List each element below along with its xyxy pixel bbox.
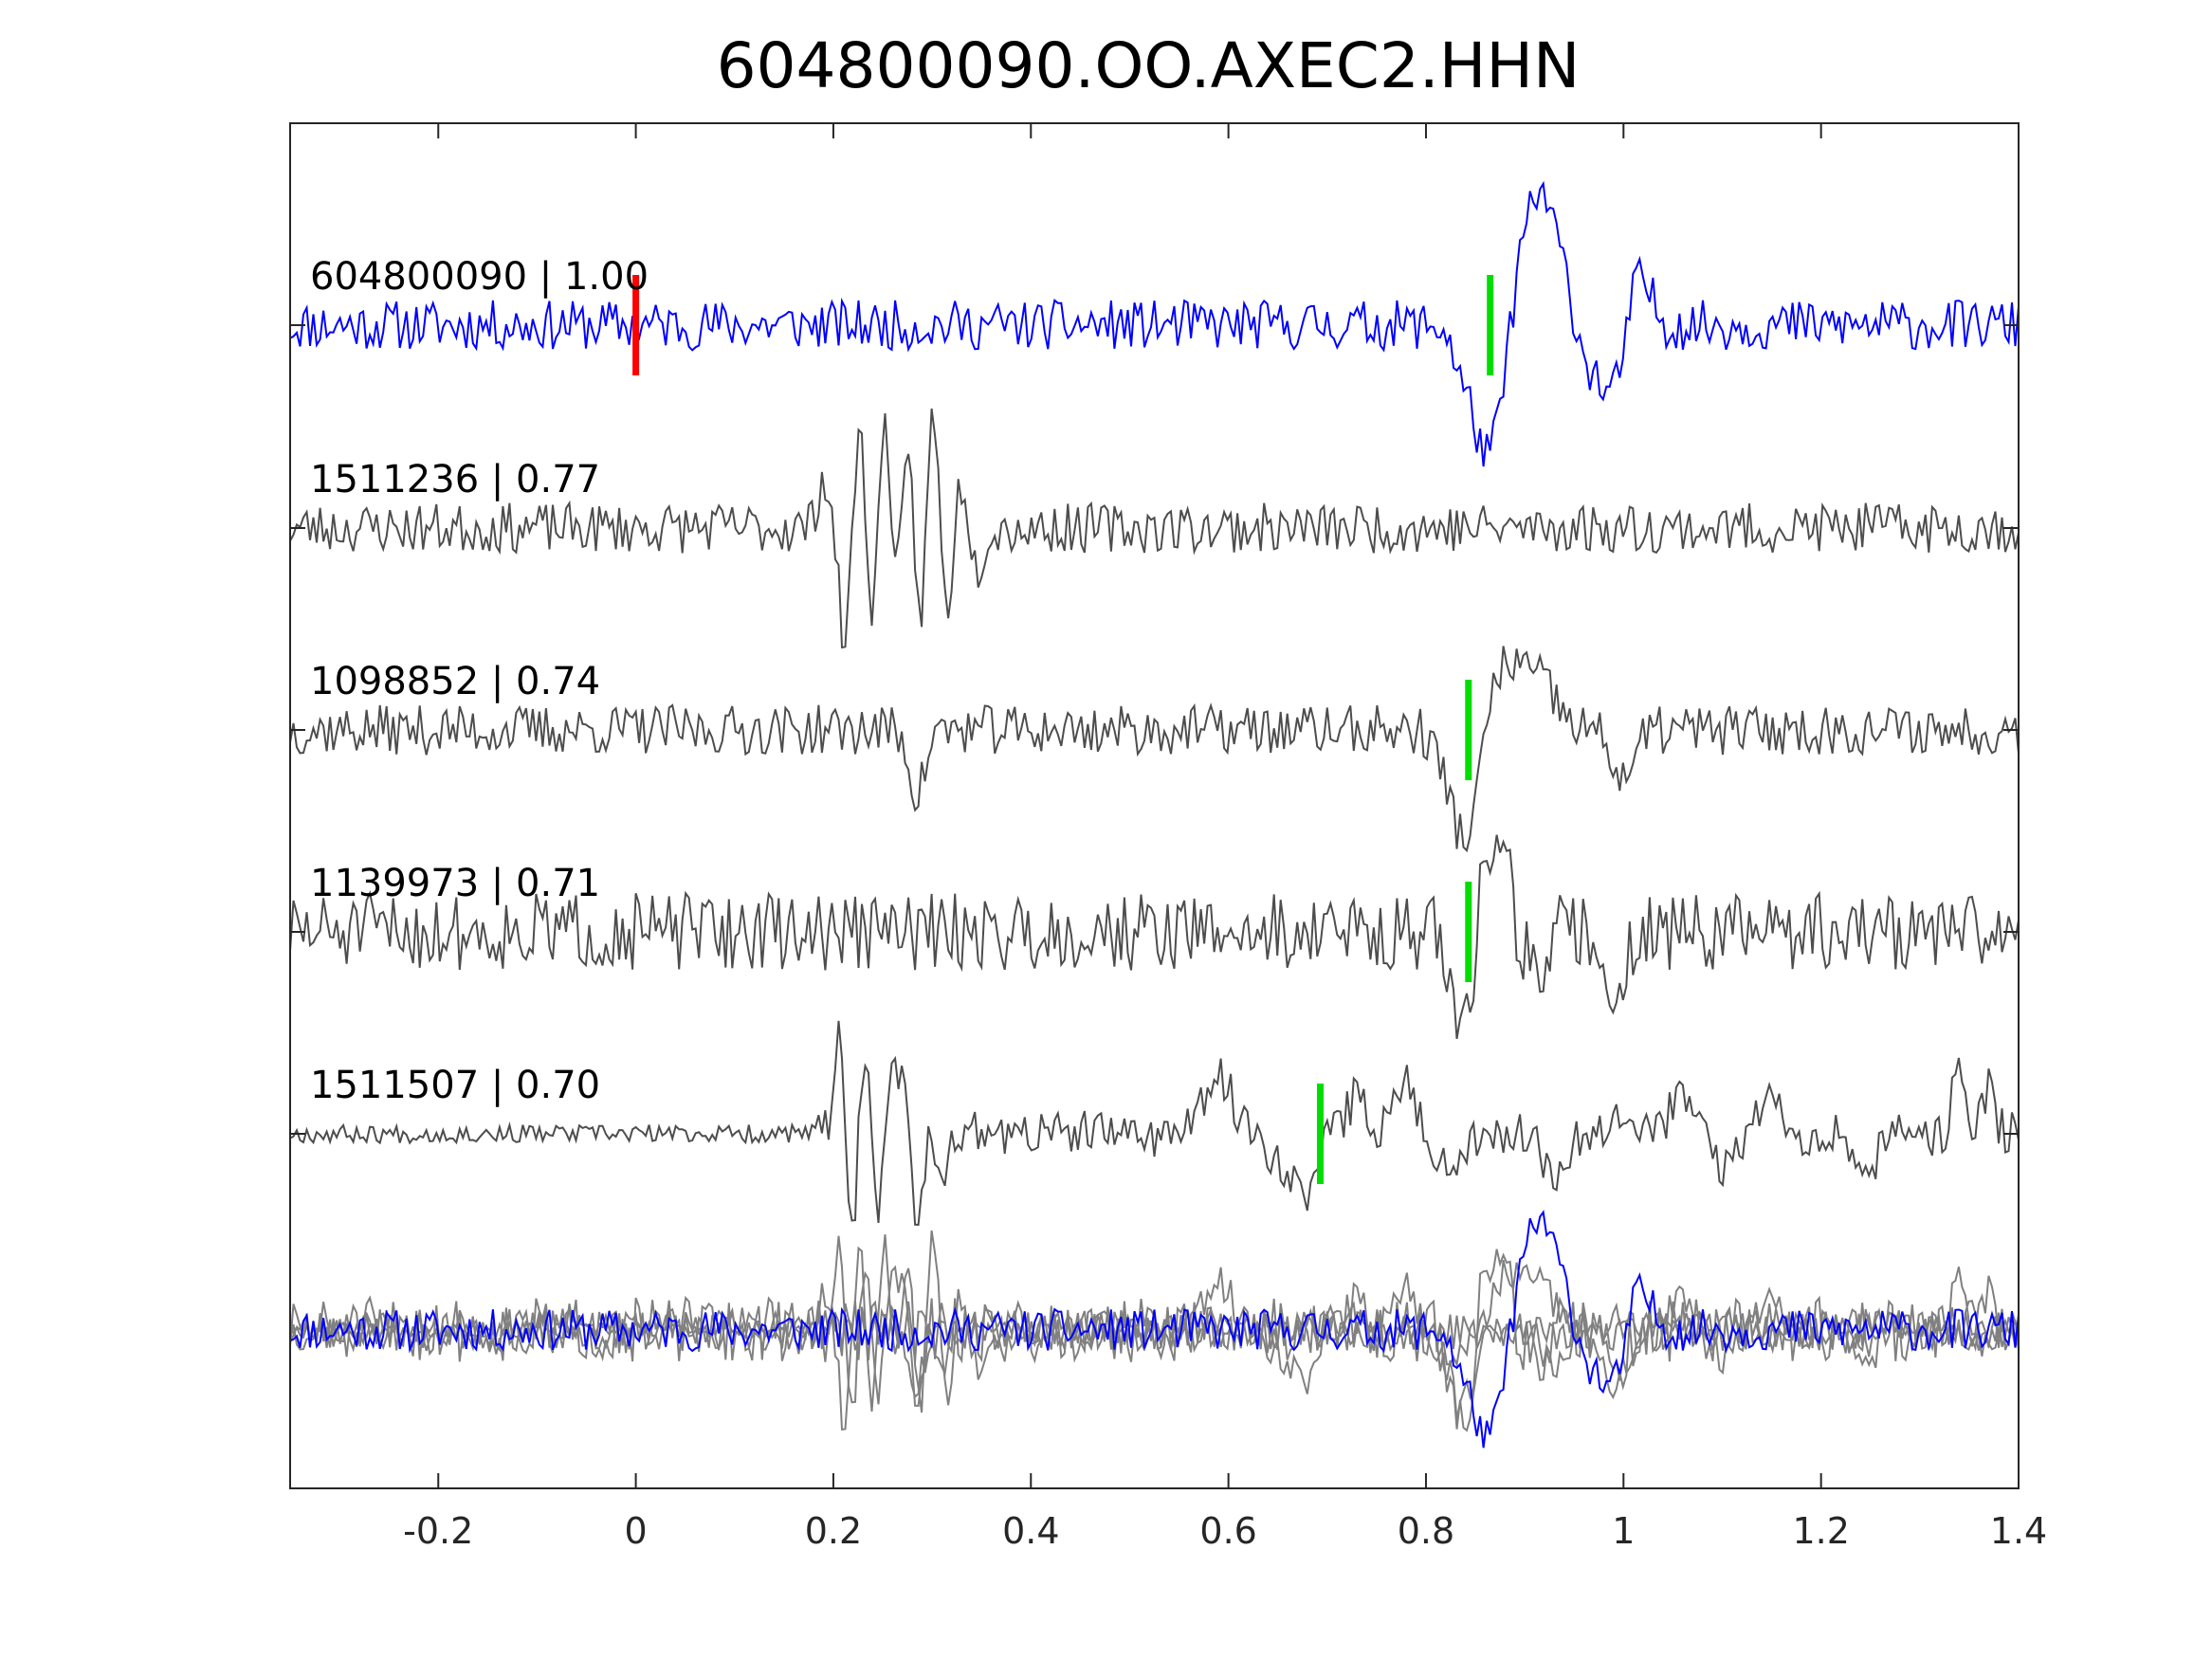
- trace-label-group: 604800090 | 1.00 1511236 | 0.77 1098852 | …: [310, 255, 649, 1107]
- trace-604800090: [289, 180, 2020, 467]
- stack-trace-1139973: [289, 1249, 2020, 1420]
- trace-group: [289, 180, 2020, 1449]
- trace-label-1139973: 1139973 | 0.71: [310, 862, 600, 905]
- trace-label-1511236: 1511236 | 0.77: [310, 458, 600, 501]
- x-tick-label: 0.2: [805, 1510, 862, 1552]
- trace-1511236: [289, 408, 2020, 649]
- x-tick-label: 1.2: [1792, 1510, 1849, 1552]
- stack-trace-1511507: [289, 1235, 2020, 1408]
- x-tick-label: 0.8: [1398, 1510, 1454, 1552]
- x-tick-label: 1.4: [1990, 1510, 2047, 1552]
- stack-template-trace: [289, 1210, 2020, 1449]
- x-tick-label: 0: [625, 1510, 648, 1552]
- pick-group: [632, 275, 1494, 1184]
- x-tick-label: 0.6: [1199, 1510, 1256, 1552]
- x-tick-label: 1: [1612, 1510, 1635, 1552]
- trace-label-604800090: 604800090 | 1.00: [310, 255, 649, 299]
- trace-1139973: [289, 834, 2020, 1039]
- trace-1098852: [289, 646, 2020, 853]
- plot-frame: [289, 122, 2020, 1489]
- x-tick-label: -0.2: [403, 1510, 473, 1552]
- trace-1511507: [289, 1020, 2020, 1227]
- x-tick-label: 0.4: [1002, 1510, 1059, 1552]
- x-axis: -0.2 0 0.2 0.4 0.6 0.8 1 1.2 1.4: [290, 123, 2047, 1552]
- chart-title: 604800090.OO.AXEC2.HHN: [717, 29, 1581, 102]
- trace-label-1098852: 1098852 | 0.74: [310, 660, 600, 703]
- trace-label-1511507: 1511507 | 0.70: [310, 1064, 600, 1107]
